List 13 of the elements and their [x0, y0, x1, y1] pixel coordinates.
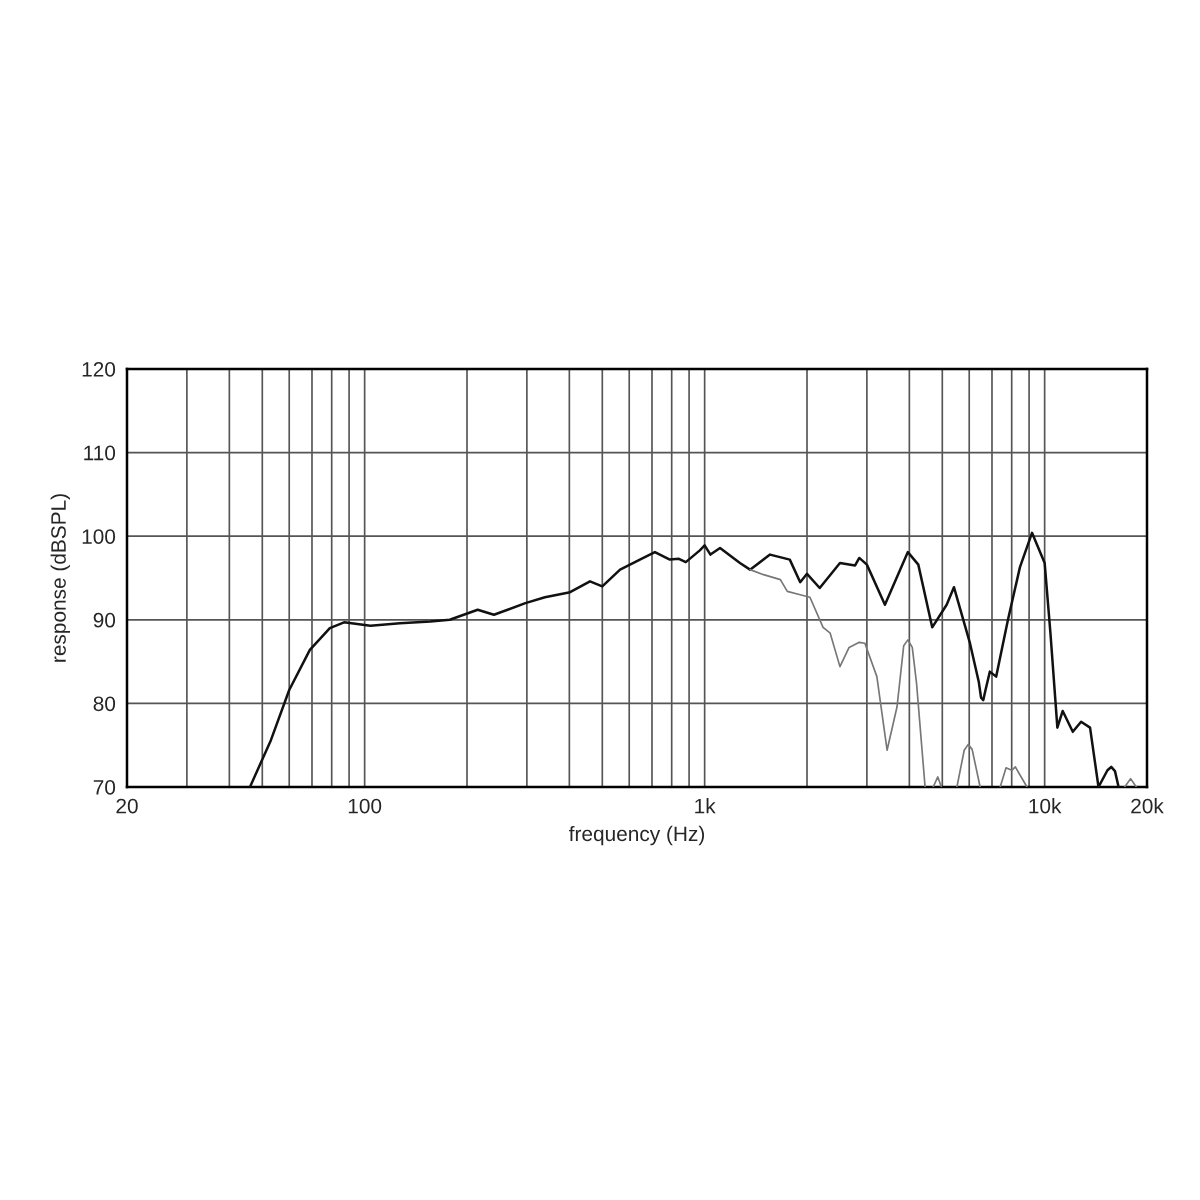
y-tick-label: 90	[93, 612, 116, 628]
x-tick-label: 10k	[1029, 798, 1062, 814]
x-tick-label: 100	[348, 798, 382, 814]
x-axis-title: frequency (Hz)	[568, 825, 705, 846]
x-tick-label: 20k	[1131, 798, 1164, 814]
y-tick-label: 100	[82, 529, 116, 544]
y-tick-label: 110	[84, 445, 116, 461]
y-tick-label: 70	[93, 780, 116, 795]
x-tick-label: 1k	[695, 798, 716, 814]
y-tick-label: 80	[93, 696, 116, 712]
x-tick-label: 20	[116, 798, 138, 814]
y-tick-label: 120	[82, 362, 116, 377]
y-axis-title: response (dBSPL)	[50, 494, 71, 662]
